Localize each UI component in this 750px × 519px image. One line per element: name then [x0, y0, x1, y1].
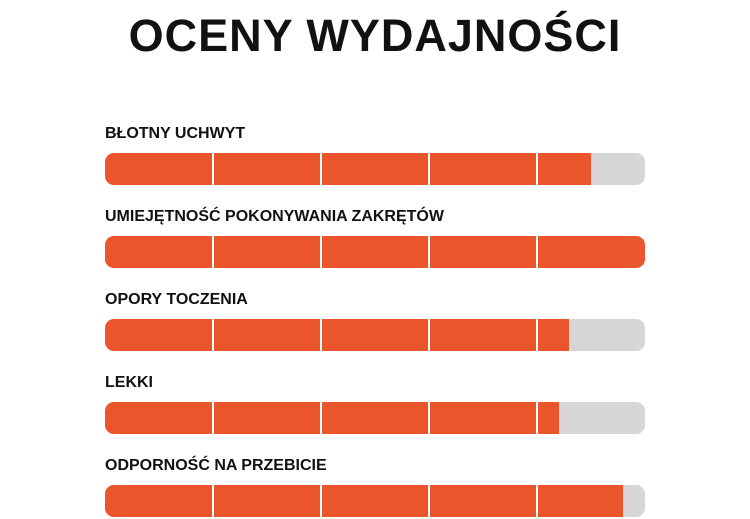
segment-divider: [320, 236, 322, 268]
segment-divider: [212, 485, 214, 517]
rating-row: ODPORNOŚĆ NA PRZEBICIE: [105, 456, 645, 517]
segment-divider: [536, 153, 538, 185]
segment-divider: [320, 153, 322, 185]
segment-divider: [212, 236, 214, 268]
rating-bar-fill: [105, 319, 570, 351]
rating-bar-fill: [105, 153, 591, 185]
rating-label: OPORY TOCZENIA: [105, 291, 248, 308]
rating-bar-track: [105, 485, 645, 517]
segment-divider: [212, 153, 214, 185]
rating-bar-fill: [105, 236, 645, 268]
segment-divider: [212, 402, 214, 434]
rating-bar-track: [105, 153, 645, 185]
segment-divider: [536, 402, 538, 434]
segment-divider: [320, 485, 322, 517]
rating-row: BŁOTNY UCHWYT: [105, 124, 645, 185]
segment-divider: [428, 319, 430, 351]
segment-divider: [536, 485, 538, 517]
rating-bar-fill: [105, 402, 559, 434]
rating-bar-track: [105, 402, 645, 434]
rating-bar-track: [105, 319, 645, 351]
rating-label: BŁOTNY UCHWYT: [105, 125, 246, 142]
segment-divider: [212, 319, 214, 351]
rating-bar-fill: [105, 485, 624, 517]
rating-row: UMIEJĘTNOŚĆ POKONYWANIA ZAKRĘTÓW: [105, 207, 645, 268]
segment-divider: [428, 153, 430, 185]
rating-label: ODPORNOŚĆ NA PRZEBICIE: [105, 457, 327, 474]
segment-divider: [428, 402, 430, 434]
segment-divider: [536, 236, 538, 268]
rating-label: UMIEJĘTNOŚĆ POKONYWANIA ZAKRĘTÓW: [105, 208, 444, 225]
segment-divider: [320, 319, 322, 351]
segment-divider: [320, 402, 322, 434]
segment-divider: [428, 236, 430, 268]
rating-row: LEKKI: [105, 373, 645, 434]
segment-divider: [428, 485, 430, 517]
rating-row: OPORY TOCZENIA: [105, 290, 645, 351]
segment-divider: [536, 319, 538, 351]
page-title: OCENY WYDAJNOŚCI: [128, 10, 622, 61]
rating-bar-track: [105, 236, 645, 268]
rating-label: LEKKI: [105, 374, 153, 391]
